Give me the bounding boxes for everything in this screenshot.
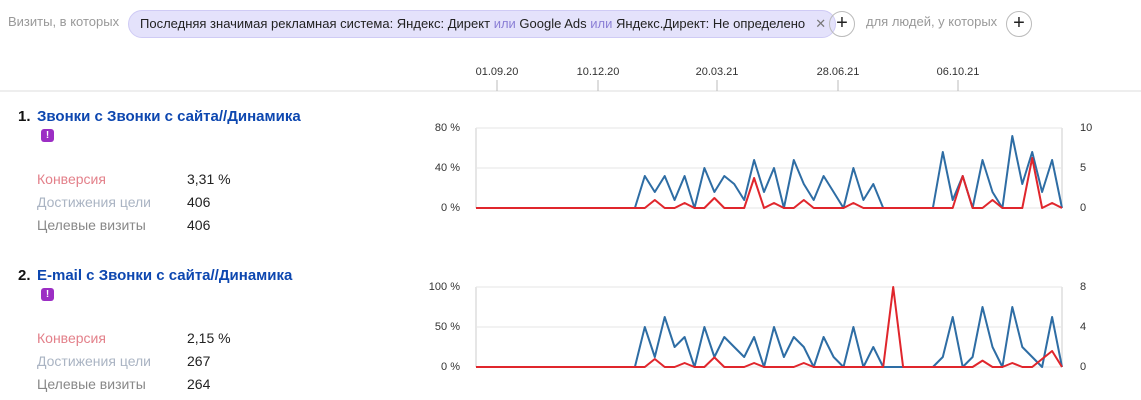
y-tick-label: 50 % [435, 321, 460, 333]
goal-number: 2. [18, 267, 31, 284]
segment-chip[interactable]: Последняя значимая рекламная система: Ян… [128, 10, 837, 38]
y2-tick-label: 0 [1080, 361, 1086, 373]
filter-middle: для людей, у которых [866, 14, 998, 29]
series-line [476, 286, 1063, 368]
timeline-label: 20.03.21 [696, 66, 739, 78]
timeline-label: 28.06.21 [817, 66, 860, 78]
y-tick-label: 80 % [435, 122, 460, 134]
add-condition[interactable]: + [1006, 11, 1032, 37]
chip-or: или [590, 16, 613, 31]
y-tick-label: 0 % [441, 361, 460, 373]
series-line [476, 157, 1063, 209]
y2-tick-label: 8 [1080, 281, 1086, 293]
goal-badge: ! [41, 288, 54, 301]
timeline-label: 01.09.20 [476, 66, 519, 78]
goal-number: 1. [18, 108, 31, 125]
chip-text: Последняя значимая рекламная система: Ян… [140, 16, 491, 31]
y2-tick-label: 10 [1080, 122, 1092, 134]
metric-value: 406 [187, 217, 211, 233]
metric-value: 264 [187, 376, 211, 392]
metric-label: Достижения цели [37, 353, 152, 369]
chip-text: Яндекс.Директ: Не определено [616, 16, 806, 31]
y-tick-label: 100 % [429, 281, 460, 293]
metric-label: Конверсия [37, 171, 106, 187]
metric-value: 267 [187, 353, 211, 369]
y2-tick-label: 0 [1080, 202, 1086, 214]
metric-label: Целевые визиты [37, 376, 146, 392]
metric-label: Достижения цели [37, 194, 152, 210]
chip-or: или [493, 16, 516, 31]
y2-tick-label: 4 [1080, 321, 1086, 333]
chip-text: Google Ads [519, 16, 587, 31]
timeline-label: 06.10.21 [937, 66, 980, 78]
metric-label: Конверсия [37, 330, 106, 346]
y-tick-label: 0 % [441, 202, 460, 214]
metric-value: 406 [187, 194, 211, 210]
timeline-label: 10.12.20 [577, 66, 620, 78]
goal-badge: ! [41, 129, 54, 142]
y2-tick-label: 5 [1080, 162, 1086, 174]
series-line [476, 306, 1063, 368]
filter-prefix: Визиты, в которых [8, 14, 120, 29]
series-line [476, 135, 1063, 209]
add-condition[interactable]: + [829, 11, 855, 37]
y-tick-label: 40 % [435, 162, 460, 174]
metric-value: 3,31 % [187, 171, 231, 187]
metric-label: Целевые визиты [37, 217, 146, 233]
chip-close[interactable]: ✕ [815, 16, 827, 31]
goal-title[interactable]: E-mail с Звонки с сайта//Динамика [37, 267, 293, 284]
metric-value: 2,15 % [187, 330, 231, 346]
goal-title[interactable]: Звонки с Звонки с сайта//Динамика [37, 108, 301, 125]
